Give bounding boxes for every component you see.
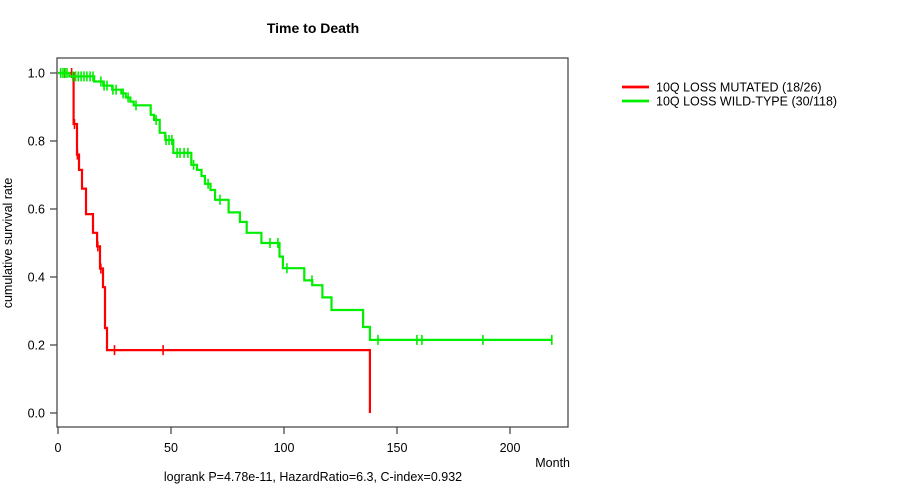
y-tick-label: 0.4 <box>28 271 45 285</box>
legend: 10Q LOSS MUTATED (18/26) 10Q LOSS WILD-T… <box>622 81 837 109</box>
x-tick-label: 50 <box>164 441 178 455</box>
y-tick-label: 0.8 <box>28 135 45 149</box>
legend-label-mutated: 10Q LOSS MUTATED (18/26) <box>656 81 822 95</box>
y-tick-label: 0.2 <box>28 339 45 353</box>
x-tick-label: 0 <box>55 441 62 455</box>
plot-frame <box>56 57 569 428</box>
y-axis: 0.0 0.2 0.4 0.6 0.8 1.0 <box>28 67 57 421</box>
censor-marks-1 <box>59 68 553 345</box>
x-tick-label: 150 <box>387 441 408 455</box>
x-axis: 0 50 100 150 200 <box>55 427 521 455</box>
x-tick-label: 100 <box>274 441 295 455</box>
x-tick-label: 200 <box>500 441 521 455</box>
y-tick-label: 0.0 <box>28 407 45 421</box>
survival-curve-1 <box>58 71 552 341</box>
x-axis-title: Month <box>535 456 570 470</box>
y-tick-label: 1.0 <box>28 67 45 81</box>
survival-curve-0 <box>58 71 371 413</box>
y-axis-title: cumulative survival rate <box>1 178 15 309</box>
legend-label-wildtype: 10Q LOSS WILD-TYPE (30/118) <box>656 95 837 109</box>
y-tick-label: 0.6 <box>28 203 45 217</box>
survival-curves <box>58 68 553 413</box>
censor-marks-0 <box>64 68 164 356</box>
stats-caption: logrank P=4.78e-11, HazardRatio=6.3, C-i… <box>164 470 462 484</box>
chart-title: Time to Death <box>267 20 359 36</box>
